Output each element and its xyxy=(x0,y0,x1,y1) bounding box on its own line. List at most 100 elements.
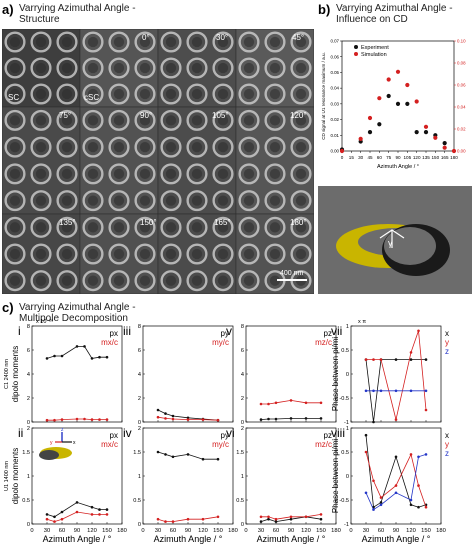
x-tick-label: 120 xyxy=(87,528,97,534)
ring-hole xyxy=(217,36,229,48)
series-point-z xyxy=(409,498,413,502)
series-point-y xyxy=(372,479,375,483)
series-line-mz-c xyxy=(261,514,322,520)
series-point-x xyxy=(364,433,368,437)
ring-hole xyxy=(191,168,203,180)
dipole-y-axis-label: dipolo moments xyxy=(11,346,20,402)
series-point-y xyxy=(409,351,413,354)
panel-frame xyxy=(350,325,442,423)
ring-structure xyxy=(238,243,260,265)
cd-x-tick-label: 30 xyxy=(358,155,364,160)
cd-yr-tick-label: 0.02 xyxy=(457,127,466,132)
ring-hole xyxy=(35,88,47,100)
series-point-pz xyxy=(304,515,308,519)
y-tick-label: 0.5 xyxy=(236,498,244,504)
ring-structure xyxy=(212,109,234,131)
ring-hole xyxy=(61,36,73,48)
phase-y-axis-label: Phase between pi/mi xyxy=(331,337,340,411)
row-label-top: C1 2400 nm xyxy=(4,359,10,389)
ring-structure xyxy=(264,109,286,131)
legend-pz: pz xyxy=(324,431,332,440)
ring-structure xyxy=(30,190,52,212)
cd-yl-tick-label: 0.03 xyxy=(330,101,339,106)
ring-hole xyxy=(295,36,307,48)
ring-hole xyxy=(87,88,99,100)
cd-point-simulation xyxy=(367,115,373,121)
inset-y-label: y xyxy=(50,440,53,446)
csc-label: cSC xyxy=(84,93,100,102)
x-tick-label: 0 xyxy=(141,528,144,534)
ring-hole xyxy=(295,222,307,233)
dipole-y-axis-label: dipolo moments xyxy=(11,448,20,504)
ring-structure xyxy=(30,243,52,265)
ring-structure xyxy=(30,136,52,158)
panel-frame xyxy=(31,325,123,423)
series-point-mx-c xyxy=(75,417,79,421)
cd-legend-experiment: Experiment xyxy=(361,45,389,51)
cd-chart: 0 15 30 45 60 75 90 105 120 135 150 165 1800.000.010… xyxy=(321,39,466,170)
x-tick-label: 0 xyxy=(349,528,352,534)
panel-numeral-viii: viii xyxy=(331,426,345,440)
series-point-x xyxy=(394,358,398,361)
series-point-mz-c xyxy=(304,515,308,519)
series-point-my-c xyxy=(216,515,220,519)
cd-x-tick-label: 180 xyxy=(450,155,458,160)
x-tick-label: 90 xyxy=(185,528,191,534)
series-point-py xyxy=(216,457,220,461)
cd-y-axis-label: CD signal at U1 resonance maximum / a.u. xyxy=(321,52,326,140)
series-point-x xyxy=(424,358,428,361)
x-tick-label: 120 xyxy=(301,528,311,534)
ring-structure xyxy=(238,216,260,238)
ring-hole xyxy=(113,222,125,233)
series-point-mx-c xyxy=(98,513,101,516)
series-point-px xyxy=(45,357,49,360)
ring-hole xyxy=(139,88,151,100)
series-point-my-c xyxy=(156,415,160,419)
ring-hole xyxy=(139,275,151,286)
series-point-x xyxy=(409,358,413,361)
cd-yr-tick-label: 0.10 xyxy=(457,39,466,44)
ring-hole xyxy=(191,222,203,233)
ring-structure xyxy=(82,109,104,131)
series-point-z xyxy=(394,389,398,393)
series-point-x xyxy=(364,358,368,361)
ring-hole xyxy=(61,115,73,126)
ring-structure xyxy=(30,216,52,238)
ring-hole xyxy=(9,141,21,153)
sem-mosaic: 0° 30° 45° SC cSC 75° 90° 105° 120° 135°… xyxy=(2,29,314,294)
y-tick-label: -1 xyxy=(344,522,349,528)
panel-numeral-iv: iv xyxy=(123,426,132,440)
panel-b-title-line1: Varrying Azimuthal Angle - xyxy=(336,3,453,14)
y-tick-label: 1 xyxy=(346,426,349,432)
y-tick-label: 2 xyxy=(27,396,30,402)
panel-numeral-ii: ii xyxy=(18,426,23,440)
x-tick-label: 30 xyxy=(363,528,369,534)
series-point-mz-c xyxy=(289,515,293,519)
legend-y: y xyxy=(445,338,449,347)
cd-point-simulation xyxy=(339,148,345,154)
y-tick-label: 2 xyxy=(138,396,141,402)
ring-hole xyxy=(35,36,47,48)
x-tick-label: 60 xyxy=(378,528,384,534)
scale-bar xyxy=(277,279,307,281)
ring-hole xyxy=(87,222,99,233)
ring-structure xyxy=(186,270,208,292)
series-point-pz xyxy=(304,417,308,420)
series-point-pz xyxy=(274,520,278,523)
series-line-py xyxy=(157,409,219,421)
series-point-y xyxy=(379,496,383,499)
y-tick-label: 1.5 xyxy=(22,450,30,456)
series-point-mz-c xyxy=(274,517,278,521)
y-tick-label: 4 xyxy=(27,372,30,378)
ring-structure xyxy=(56,31,78,53)
ring-hole xyxy=(113,248,125,260)
ring-hole xyxy=(35,62,47,74)
ring-structure xyxy=(108,243,130,265)
series-point-z xyxy=(424,389,428,393)
scale-pi-label: x π xyxy=(358,319,366,325)
ring-hole xyxy=(35,275,47,286)
x-tick-label: 180 xyxy=(436,528,446,534)
cd-point-simulation xyxy=(358,136,363,141)
ring-structure xyxy=(186,109,208,131)
series-point-mx-c xyxy=(60,517,64,521)
